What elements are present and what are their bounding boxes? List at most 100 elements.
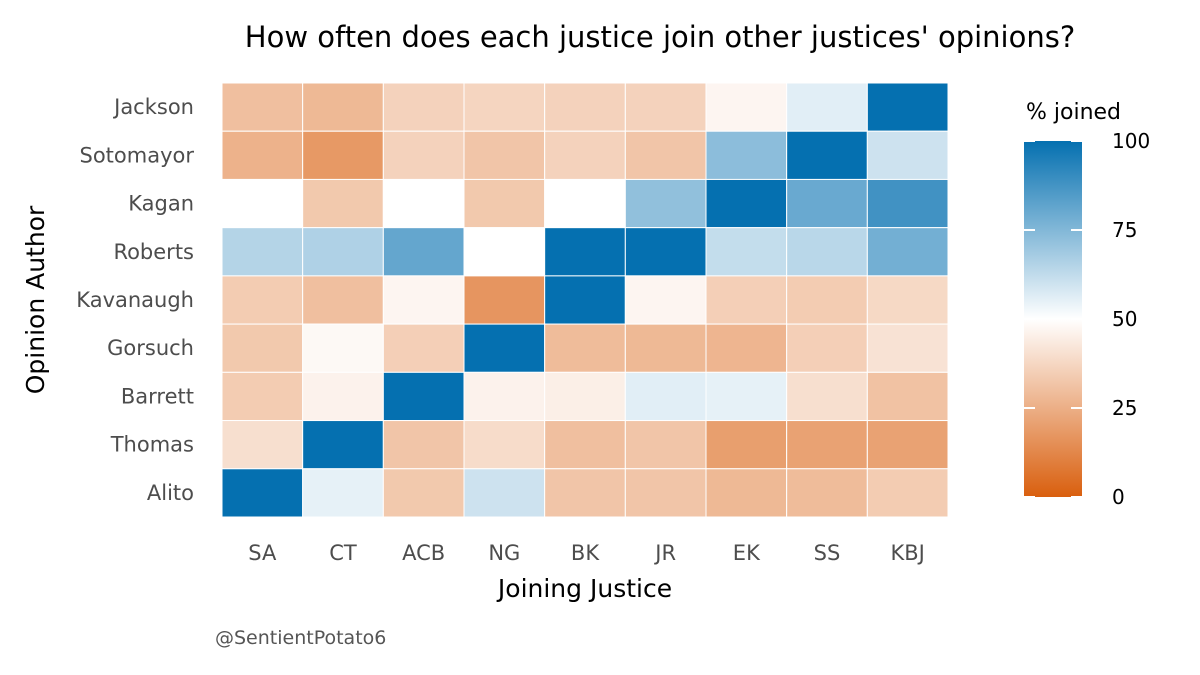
heatmap-cell-thomas-bk — [544, 420, 626, 470]
legend-tick-label: 75 — [1112, 218, 1137, 242]
heatmap-cell-gorsuch-ek — [705, 323, 788, 373]
y-tick-label: Barrett — [121, 384, 194, 408]
heatmap-cell-thomas-ek — [705, 420, 788, 470]
heatmap-cell-kagan-kbj — [866, 178, 949, 229]
heatmap-cell-kagan-ss — [786, 178, 868, 229]
heatmap-cell-sotomayor-ss — [786, 130, 868, 180]
heatmap-cell-kagan-sa — [221, 178, 304, 229]
heatmap-cell-gorsuch-sa — [221, 323, 304, 373]
color-legend: % joined 100 75 50 25 0 — [1024, 100, 1150, 509]
heatmap-cell-sotomayor-bk — [544, 130, 626, 180]
x-tick-label: NG — [488, 541, 520, 565]
x-tick-label: SS — [814, 541, 841, 565]
heatmap-cell-roberts-kbj — [866, 227, 949, 277]
heatmap-cell-barrett-sa — [221, 371, 304, 422]
heatmap-cell-roberts-sa — [221, 227, 304, 277]
heatmap-cell-kavanaugh-ng — [463, 275, 546, 325]
heatmap-cell-gorsuch-bk — [544, 323, 626, 373]
heatmap-cell-gorsuch-ng — [463, 323, 546, 373]
heatmap-cell-thomas-kbj — [866, 420, 949, 470]
y-tick-label: Kagan — [128, 192, 194, 216]
heatmap-cell-gorsuch-acb — [382, 323, 465, 373]
y-tick-label: Sotomayor — [80, 143, 195, 167]
heatmap-cell-alito-sa — [221, 468, 304, 518]
y-tick-label: Kavanaugh — [76, 288, 194, 312]
heatmap-cell-alito-bk — [544, 468, 626, 518]
heatmap-cell-kavanaugh-kbj — [866, 275, 949, 325]
heatmap-cell-roberts-ct — [302, 227, 384, 277]
heatmap-cell-sotomayor-ek — [705, 130, 788, 180]
y-axis-ticks: Jackson Sotomayor Kagan Roberts Kavanaugh Gor… — [76, 95, 194, 505]
heatmap-cell-kagan-ct — [302, 178, 384, 229]
heatmap-cell-barrett-ct — [302, 371, 384, 422]
legend-tick-label: 0 — [1112, 485, 1125, 509]
heatmap-cell-roberts-ng — [463, 227, 546, 277]
heatmap-cell-roberts-bk — [544, 227, 626, 277]
heatmap-cell-kavanaugh-ek — [705, 275, 788, 325]
heatmap-cell-kavanaugh-ss — [786, 275, 868, 325]
x-tick-label: EK — [733, 541, 761, 565]
heatmap-cell-barrett-acb — [382, 371, 465, 422]
heatmap-cell-jackson-ng — [463, 82, 546, 132]
heatmap-cell-jackson-jr — [624, 82, 707, 132]
heatmap-cell-roberts-ek — [705, 227, 788, 277]
x-tick-label: JR — [653, 541, 676, 565]
y-tick-label: Alito — [147, 481, 194, 505]
heatmap-cell-thomas-acb — [382, 420, 465, 470]
heatmap-cell-alito-acb — [382, 468, 465, 518]
legend-tick-label: 100 — [1112, 129, 1150, 153]
heatmap-cell-alito-ng — [463, 468, 546, 518]
heatmap-cell-barrett-ss — [786, 371, 868, 422]
x-tick-label: CT — [329, 541, 357, 565]
heatmap-cell-alito-ek — [705, 468, 788, 518]
caption: @SentientPotato6 — [215, 627, 386, 649]
heatmap-cell-jackson-ek — [705, 82, 788, 132]
x-tick-label: KBJ — [890, 541, 924, 565]
heatmap-cell-kavanaugh-jr — [624, 275, 707, 325]
y-tick-label: Thomas — [110, 433, 194, 457]
x-tick-label: BK — [571, 541, 600, 565]
heatmap-cell-alito-ss — [786, 468, 868, 518]
heatmap-cell-thomas-sa — [221, 420, 304, 470]
legend-tick-label: 25 — [1112, 396, 1137, 420]
heatmap-cell-sotomayor-acb — [382, 130, 465, 180]
heatmap-cell-alito-ct — [302, 468, 384, 518]
heatmap-cell-sotomayor-jr — [624, 130, 707, 180]
heatmap-cell-sotomayor-ct — [302, 130, 384, 180]
heatmap-cell-kavanaugh-bk — [544, 275, 626, 325]
heatmap-cell-roberts-jr — [624, 227, 707, 277]
heatmap-cell-barrett-kbj — [866, 371, 949, 422]
x-tick-label: SA — [248, 541, 277, 565]
heatmap-cell-gorsuch-kbj — [866, 323, 949, 373]
heatmap-cell-sotomayor-ng — [463, 130, 546, 180]
heatmap-cell-jackson-bk — [544, 82, 626, 132]
heatmap-cell-alito-jr — [624, 468, 707, 518]
x-tick-label: ACB — [402, 541, 445, 565]
heatmap-cell-jackson-ct — [302, 82, 384, 132]
heatmap-cell-kagan-ek — [705, 178, 788, 229]
heatmap-cell-sotomayor-kbj — [866, 130, 949, 180]
x-axis-ticks: SA CT ACB NG BK JR EK SS KBJ — [248, 541, 925, 565]
heatmap-cell-jackson-ss — [786, 82, 868, 132]
heatmap-cell-thomas-ng — [463, 420, 546, 470]
heatmap-cell-thomas-ct — [302, 420, 384, 470]
heatmap-cell-gorsuch-ss — [786, 323, 868, 373]
heatmap-cell-jackson-sa — [221, 82, 304, 132]
heatmap-cell-kavanaugh-sa — [221, 275, 304, 325]
heatmap-cell-kagan-ng — [463, 178, 546, 229]
legend-tick-label: 50 — [1112, 307, 1137, 331]
heatmap-cell-thomas-ss — [786, 420, 868, 470]
legend-title: % joined — [1026, 100, 1121, 125]
heatmap-cell-jackson-acb — [382, 82, 465, 132]
legend-ticks: 100 75 50 25 0 — [1024, 129, 1150, 509]
x-axis-title: Joining Justice — [496, 574, 672, 603]
heatmap-cell-kagan-acb — [382, 178, 465, 229]
y-tick-label: Roberts — [113, 240, 194, 264]
heatmap-cell-barrett-ng — [463, 371, 546, 422]
heatmap-cell-kagan-jr — [624, 178, 707, 229]
heatmap-cell-gorsuch-jr — [624, 323, 707, 373]
chart-title: How often does each justice join other j… — [245, 20, 1075, 54]
heatmap-cell-barrett-jr — [624, 371, 707, 422]
heatmap-cell-sotomayor-sa — [221, 130, 304, 180]
